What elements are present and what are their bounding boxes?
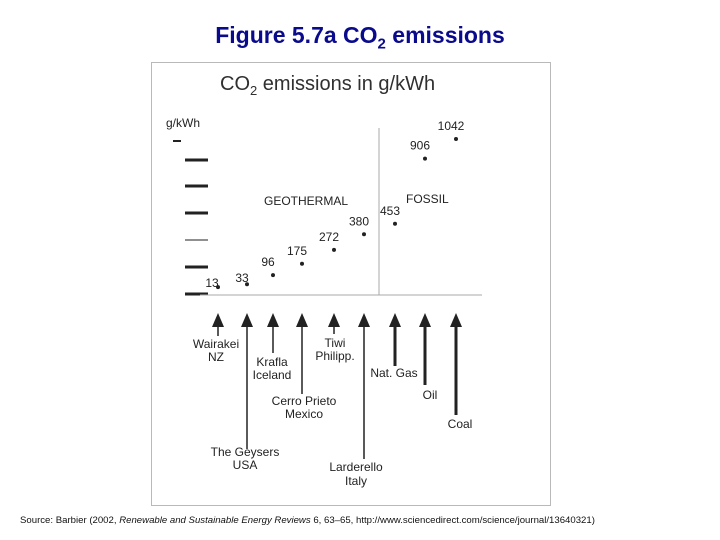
- region-label-geothermal: GEOTHERMAL: [264, 194, 348, 208]
- source-label: Coal: [448, 417, 473, 431]
- data-point: [393, 221, 397, 226]
- source-arrowhead: [389, 313, 401, 327]
- source-arrowhead: [450, 313, 462, 327]
- value-label: 453: [380, 204, 400, 218]
- source-label: USA: [233, 458, 258, 472]
- value-label: 175: [287, 244, 307, 258]
- data-point: [271, 273, 275, 278]
- value-label: 1042: [438, 119, 465, 133]
- data-point: [454, 137, 458, 141]
- source-arrowhead: [328, 313, 340, 327]
- source-arrowhead: [212, 313, 224, 327]
- value-label: 33: [235, 271, 249, 285]
- source-arrowhead: [241, 313, 253, 327]
- source-label: Wairakei: [193, 337, 239, 351]
- source-label: Italy: [345, 474, 367, 488]
- source-label: Nat. Gas: [370, 366, 417, 380]
- source-label: Krafla: [256, 355, 288, 369]
- source-arrowhead: [358, 313, 370, 327]
- data-point: [245, 282, 249, 287]
- source-arrowhead: [419, 313, 431, 327]
- value-label: 13: [205, 276, 219, 290]
- slide-title: Figure 5.7a CO2 emissions: [215, 22, 505, 53]
- source-label: Tiwi: [325, 336, 346, 350]
- source-label: The Geysers: [211, 445, 280, 459]
- data-point: [332, 247, 336, 252]
- source-arrowhead: [267, 313, 279, 327]
- value-label: 380: [349, 214, 369, 228]
- y-axis-label: g/kWh: [166, 116, 200, 130]
- value-label: 96: [261, 255, 275, 269]
- data-point: [216, 285, 220, 290]
- source-label: Iceland: [253, 368, 292, 382]
- source-label: Mexico: [285, 407, 323, 421]
- source-label: Larderello: [329, 460, 383, 474]
- figure-frame: CO2 emissions in g/kWh: [151, 62, 551, 506]
- value-label: 272: [319, 230, 339, 244]
- source-note: Source: Barbier (2002, Renewable and Sus…: [20, 515, 595, 526]
- source-label: Philipp.: [315, 349, 354, 363]
- data-point: [300, 261, 304, 266]
- value-label: 906: [410, 139, 430, 153]
- source-arrowhead: [296, 313, 308, 327]
- chart-title: CO2 emissions in g/kWh: [220, 73, 436, 98]
- data-point: [362, 232, 366, 237]
- source-label: Oil: [423, 388, 438, 402]
- source-label: NZ: [208, 350, 224, 364]
- region-label-fossil: FOSSIL: [406, 192, 449, 206]
- source-label: Cerro Prieto: [272, 394, 337, 408]
- data-point: [423, 156, 427, 161]
